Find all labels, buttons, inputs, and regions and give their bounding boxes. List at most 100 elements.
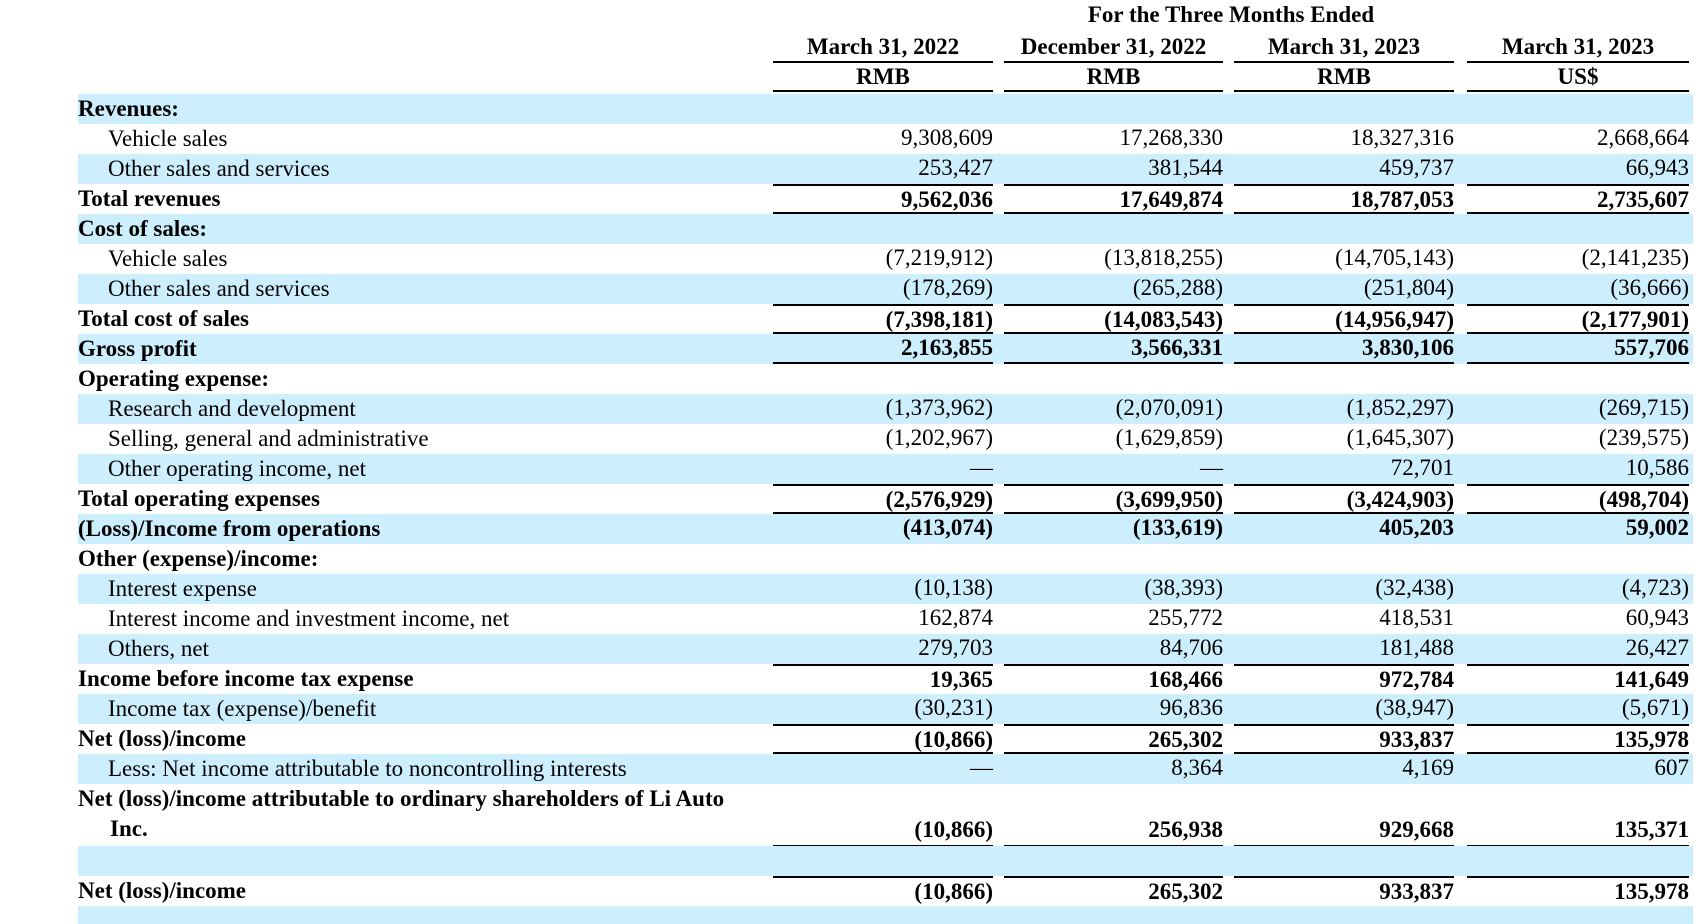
cell-value: 405,203 [1379,515,1454,540]
cell-value: 168,466 [1004,664,1223,694]
cell-value: 96,836 [1159,695,1223,720]
table-row: Interest income and investment income, n… [78,604,1693,634]
cell-value: — [970,755,993,780]
cell-value: (38,393) [1144,575,1223,600]
cell-value: (178,269) [902,275,993,300]
cell-value: 135,978 [1467,724,1689,754]
cell-value: 66,943 [1625,155,1689,180]
cell-value: (14,083,543) [1004,304,1223,334]
table-row: Net (loss)/income (10,866) 265,302 933,837 1… [78,876,1693,906]
table-row: Less: Net income attributable to noncont… [78,754,1693,784]
column-currency: RMB [773,64,993,92]
table-row: Vehicle sales (7,219,912) (13,818,255) (14,… [78,244,1693,274]
cell-value: (2,070,091) [1115,395,1223,420]
cell-value: (3,699,950) [1004,484,1223,514]
cell-value: 4,169 [1402,755,1454,780]
cell-value: 933,837 [1234,724,1454,754]
cell-value: 381,544 [1148,155,1223,180]
column-currency: RMB [1004,64,1223,92]
cell-value: 135,978 [1467,876,1689,906]
table-row: Other sales and services (178,269) (265,28… [78,274,1693,304]
table-row: Other operating income, net — — 72,701 10,58… [78,454,1693,484]
column-date: March 31, 2022 [773,33,993,63]
table-row: Total operating expenses (2,576,929) (3,69… [78,484,1693,514]
row-label: Total operating expenses [78,486,320,511]
cell-value: 19,365 [773,664,993,694]
cell-value: 972,784 [1234,664,1454,694]
cell-value: 2,735,607 [1467,184,1689,214]
span-title: For the Three Months Ended [1087,2,1375,27]
cell-value: 59,002 [1625,515,1689,540]
row-label: (Loss)/Income from operations [78,516,381,541]
cell-value: 26,427 [1625,635,1689,660]
cell-value: 279,703 [918,635,993,660]
column-date: December 31, 2022 [1004,33,1223,63]
cell-value: 2,668,664 [1597,125,1689,150]
row-label: Revenues: [78,96,179,121]
cell-value: 9,308,609 [901,125,993,150]
cell-value: 84,706 [1159,635,1223,660]
cell-value: (38,947) [1375,695,1454,720]
column-currency: US$ [1467,64,1689,92]
cell-value: 929,668 [1234,816,1454,850]
row-label: Total cost of sales [78,306,250,331]
table-row: Income before income tax expense 19,365 16… [78,664,1693,694]
cell-value: (2,177,901) [1467,304,1689,334]
table-row: Net (loss)/income attributable to ordina… [78,784,1693,850]
cell-value: 18,327,316 [1350,125,1455,150]
cell-value: (1,202,967) [885,425,993,450]
row-label: Net (loss)/income [78,878,246,903]
spacer-row [78,846,1693,876]
cell-value: (265,288) [1132,275,1223,300]
row-label: Others, net [108,636,209,661]
cell-value: 141,649 [1467,664,1689,694]
table-row: Total revenues 9,562,036 17,649,874 18,787,… [78,184,1693,214]
cell-value: (36,666) [1610,275,1689,300]
cell-value: (7,219,912) [885,245,993,270]
column-date: March 31, 2023 [1467,33,1689,63]
cell-value: (1,852,297) [1346,395,1454,420]
cell-value: 17,649,874 [1004,184,1223,214]
row-label: Gross profit [78,336,197,361]
cell-value: 8,364 [1171,755,1223,780]
cell-value: 2,163,855 [773,334,993,364]
table-row: Interest expense (10,138) (38,393) (32,438)… [78,574,1693,604]
row-label: Income tax (expense)/benefit [108,696,377,721]
cell-value: (10,138) [914,575,993,600]
cell-value: 265,302 [1004,876,1223,906]
cell-value: 9,562,036 [773,184,993,214]
cell-value: (251,804) [1363,275,1454,300]
cell-value: 256,938 [1004,816,1223,850]
cell-value: 255,772 [1148,605,1223,630]
cell-value: 607 [1654,755,1690,780]
table-row: Other sales and services 253,427 381,544 45… [78,154,1693,184]
cell-value: (1,629,859) [1115,425,1223,450]
cell-value: — [970,455,993,480]
cell-value: 933,837 [1234,876,1454,906]
cell-value: (14,705,143) [1335,245,1454,270]
cell-value: (32,438) [1375,575,1454,600]
cell-value: 135,371 [1467,816,1689,850]
cell-value: (133,619) [1132,515,1223,540]
cell-value: (239,575) [1598,425,1689,450]
cell-value: 3,830,106 [1234,334,1454,364]
row-label: Less: Net income attributable to noncont… [108,756,627,781]
row-label: Vehicle sales [108,246,228,271]
cell-value: (30,231) [914,695,993,720]
cell-value: 557,706 [1467,334,1689,364]
cell-value: (2,141,235) [1581,245,1689,270]
cell-value: (2,576,929) [773,484,993,514]
cell-value: (5,671) [1621,695,1689,720]
cell-value: (269,715) [1598,395,1689,420]
cell-value: 253,427 [918,155,993,180]
partial-row [78,906,1693,924]
cell-value: (1,645,307) [1346,425,1454,450]
table-row: Vehicle sales 9,308,609 17,268,330 18,327,3… [78,124,1693,154]
cell-value: 3,566,331 [1004,334,1223,364]
column-currency: RMB [1234,64,1454,92]
row-label: Research and development [108,396,356,421]
table-row: Other (expense)/income: [78,544,1693,574]
row-label: Net (loss)/income [78,726,246,751]
cell-value: (10,866) [773,816,993,850]
